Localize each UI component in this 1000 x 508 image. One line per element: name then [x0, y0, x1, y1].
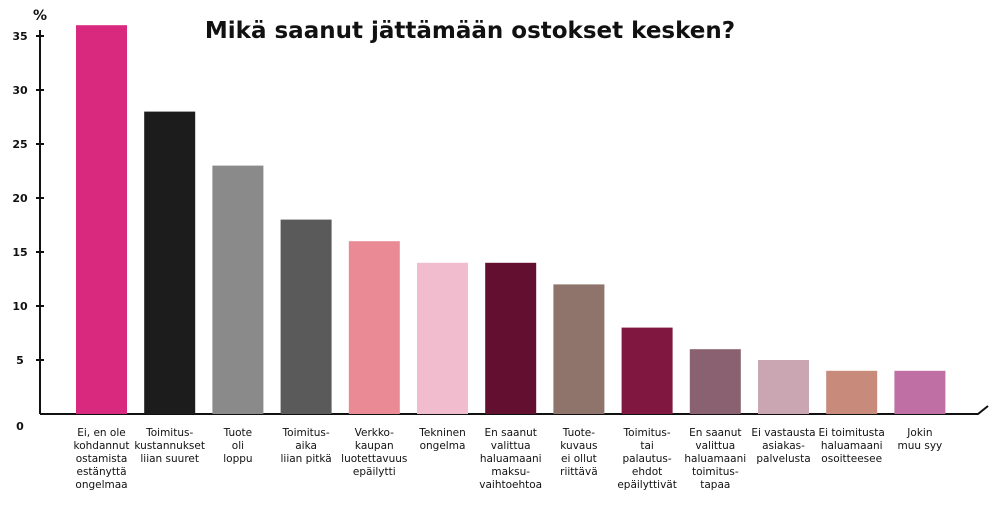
bar [144, 111, 196, 414]
category-label: En saanut valittua haluamaani maksu-vaihtoe… [479, 427, 542, 491]
bar [894, 370, 946, 414]
category-label: En saanut valittua haluamaani toimitus-tapa… [684, 427, 746, 491]
chart-title: Mikä saanut jättämään ostokset kesken? [204, 18, 736, 44]
y-tick-label: 25 [12, 138, 27, 151]
y-tick-label: 10 [12, 300, 28, 313]
category-label: Ei toimitusta haluamaani osoitteesee [819, 427, 885, 465]
bar [280, 219, 332, 414]
y-tick-label: 5 [16, 354, 24, 367]
y-tick-label: 15 [12, 246, 27, 259]
category-label: Ei, en ole kohdannut ostamista estänyttä ong… [74, 427, 130, 491]
bar [76, 25, 127, 414]
category-label: Toimitus-kustannukset liian suuret [134, 427, 205, 465]
bar [212, 165, 264, 414]
bar [417, 262, 468, 414]
category-label: Toimitus-aika liian pitkä [280, 427, 331, 465]
bar [689, 349, 741, 414]
bar [826, 370, 878, 414]
bar [348, 241, 400, 414]
category-label: Tuote-kuvaus ei ollut riittävä [560, 427, 597, 478]
y-axis-unit-label: % [33, 8, 48, 24]
category-label: Ei vastausta asiakas-palvelusta [751, 427, 815, 465]
y-tick-label: 0 [16, 420, 24, 433]
y-tick-label: 20 [12, 192, 28, 205]
bar [621, 327, 673, 414]
y-tick-label: 35 [12, 30, 27, 43]
bar [553, 284, 605, 414]
bar [758, 360, 809, 414]
category-label: Jokin muu syy [898, 427, 943, 452]
category-label: Tuote oli loppu [223, 427, 253, 465]
category-label: Verkko-kaupan luotettavuus epäilytti [341, 427, 407, 478]
category-label: Tekninen ongelma [418, 427, 466, 452]
y-tick-label: 30 [12, 84, 28, 97]
bar [485, 262, 537, 414]
category-label: Toimitus-tai palautus-ehdot epäilyttivät [617, 427, 677, 491]
